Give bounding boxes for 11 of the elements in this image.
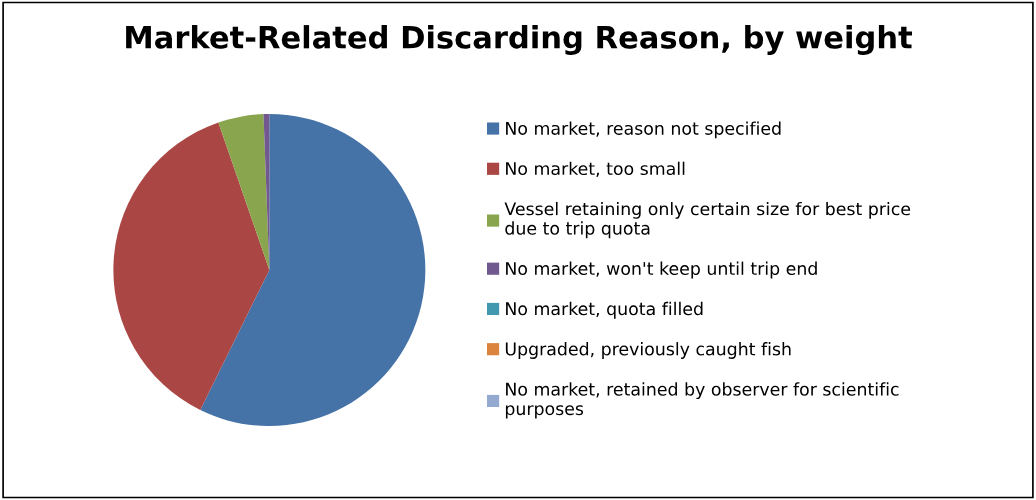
pie-slice — [113, 122, 270, 410]
legend-label: No market, too small — [506, 161, 685, 177]
legend-label: No market, won't keep until trip end — [506, 261, 817, 279]
pie-slice — [200, 114, 426, 426]
legend-label: Upgraded, previously caught fish — [505, 342, 791, 359]
pie-slice — [218, 114, 270, 270]
chart-title: Market-Related Discarding Reason, by weight — [126, 25, 912, 55]
legend-label: Vessel retaining only certain size for best price due to trip quota — [504, 201, 911, 239]
legend-label: No market, retained by observer for scientific purposes — [505, 382, 899, 419]
legend-label: No market, reason not specified — [506, 121, 781, 139]
legend-label: No market, quota filled — [506, 301, 703, 319]
